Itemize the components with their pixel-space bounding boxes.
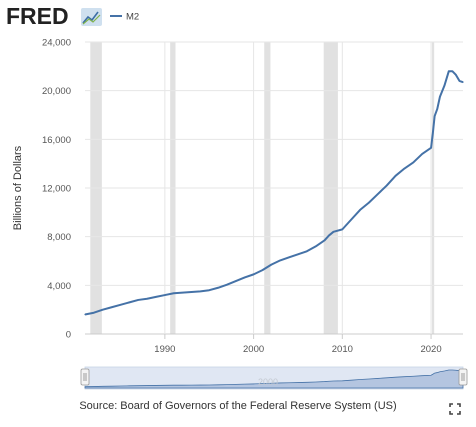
data-point [421, 153, 423, 155]
y-tick-label: 4,000 [47, 281, 71, 292]
data-point [458, 80, 461, 82]
data-point [443, 85, 445, 87]
data-point [119, 304, 122, 306]
data-point [432, 132, 434, 134]
data-point [377, 193, 379, 195]
data-point [190, 291, 193, 293]
y-axis: 0 4,000 8,000 12,000 16,000 20,000 24,000 [42, 38, 71, 341]
navigator-year-label: 2000 [258, 377, 278, 387]
data-point [439, 96, 441, 98]
data-point [111, 306, 113, 308]
data-point [448, 70, 450, 72]
data-point [341, 228, 343, 230]
navigator[interactable]: 2000 [80, 366, 468, 390]
data-point [359, 209, 361, 211]
data-point [137, 299, 139, 301]
data-point [323, 239, 326, 241]
y-tick-label: 8,000 [47, 232, 71, 243]
data-point [386, 184, 388, 187]
data-point [328, 234, 330, 237]
data-point [455, 74, 457, 76]
x-tick-label: 2020 [420, 344, 441, 355]
navigator-handle-left[interactable] [80, 368, 90, 386]
data-point [350, 219, 352, 221]
navigator-series-area [84, 369, 464, 389]
data-point [462, 81, 464, 83]
data-point [451, 70, 453, 72]
data-point [182, 292, 184, 294]
source-note: Source: Board of Governors of the Federa… [79, 400, 397, 412]
data-point [244, 276, 246, 279]
data-point [102, 309, 104, 311]
fullscreen-icon[interactable] [449, 402, 461, 415]
y-tick-label: 20,000 [42, 86, 71, 97]
x-tick-label: 1990 [154, 344, 175, 355]
data-point [270, 264, 272, 266]
navigator-handle-right[interactable] [458, 368, 468, 386]
data-point [128, 301, 130, 303]
data-point [252, 273, 255, 275]
data-point [93, 312, 95, 314]
series-line-m2 [84, 70, 464, 316]
y-tick-label: 24,000 [42, 38, 71, 49]
data-point [306, 250, 308, 252]
data-point [208, 289, 210, 291]
data-point [368, 202, 370, 204]
data-point [297, 253, 299, 255]
data-point [164, 294, 166, 296]
legend: M2 [110, 12, 139, 23]
y-axis-title: Billions of Dollars [12, 145, 24, 230]
x-tick-label: 2010 [332, 344, 353, 355]
data-point [155, 296, 157, 298]
gridlines [85, 41, 463, 335]
data-point [288, 256, 290, 258]
data-point [394, 175, 397, 177]
data-point [84, 313, 86, 316]
data-point [430, 147, 432, 149]
data-point [279, 259, 281, 261]
data-point [412, 161, 414, 164]
data-point [332, 231, 335, 233]
x-tick-label: 2000 [243, 344, 264, 355]
y-tick-label: 12,000 [42, 184, 71, 195]
data-point [173, 292, 175, 294]
logo-text: FRED [6, 3, 69, 29]
data-point [146, 298, 148, 300]
data-point [199, 290, 201, 293]
y-tick-label: 16,000 [42, 135, 71, 146]
x-axis: 1990 2000 2010 2020 [154, 334, 442, 355]
data-point [436, 108, 438, 110]
trend-graph-icon [81, 8, 102, 26]
data-point [434, 115, 436, 117]
data-point [217, 287, 219, 289]
data-point [226, 284, 228, 286]
fred-logo[interactable]: FRED [6, 3, 102, 29]
legend-label-m2: M2 [126, 12, 139, 23]
data-point [315, 245, 317, 247]
data-point [403, 167, 406, 170]
data-point [261, 269, 264, 271]
y-tick-label: 0 [66, 330, 71, 341]
data-point [235, 280, 237, 282]
series-layer [84, 70, 464, 316]
